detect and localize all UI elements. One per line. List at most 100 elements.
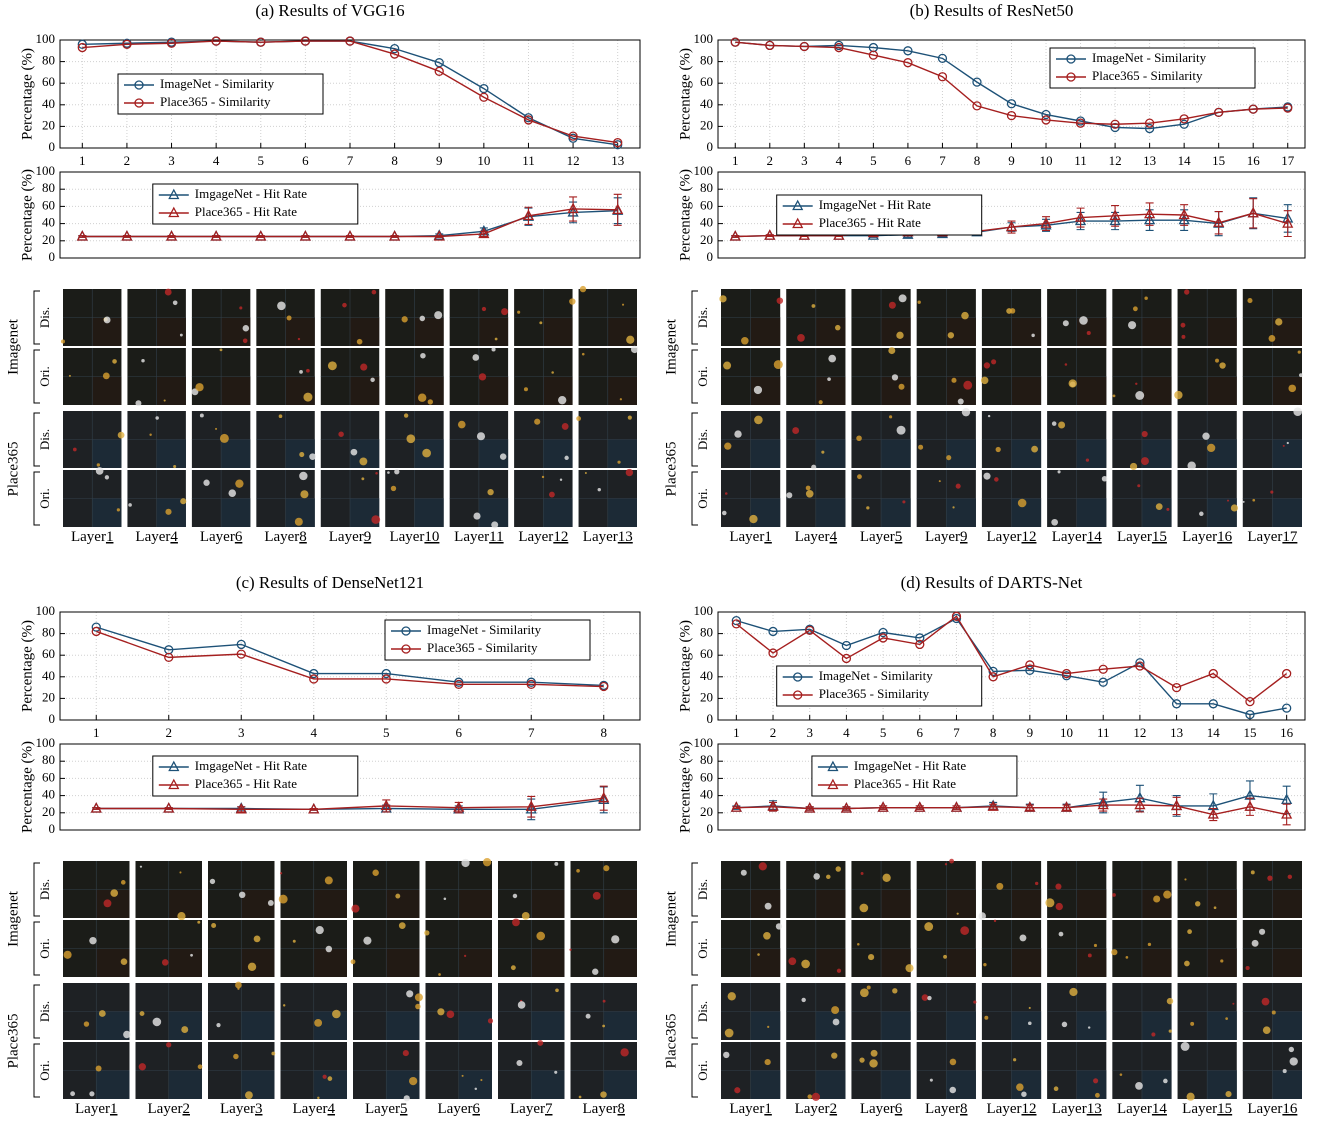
thumbnail-blob [1141,430,1148,438]
thumbnail-blob [947,332,955,339]
marker [77,42,87,53]
marker [1144,207,1156,219]
thumbnail-blob [491,521,499,529]
marker [479,92,489,102]
marker [827,778,839,790]
thumbnail-split [1112,1042,1172,1099]
marker [1144,123,1155,134]
legend-label: Place365 - Similarity [1092,68,1203,83]
thumbnail-blob [1293,407,1303,416]
y-tick-label: 60 [700,646,713,661]
thumbnail-split [256,289,315,346]
thumbnail-blob [1031,445,1038,453]
y-tick-label: 100 [694,163,714,178]
thumbnail-split [981,1042,1042,1099]
thumbnail-quad [881,439,911,468]
thumbnail-blob [826,874,831,880]
y-tick-label: 20 [42,804,55,819]
thumbnail-blob [478,373,487,381]
layer-label: Layer1 [71,529,113,545]
group-label: Place365 [663,1014,679,1069]
y-tick-label: 80 [42,625,55,640]
marker [841,640,852,651]
layer-label: Layer6 [860,1101,903,1117]
thumbnail-split [570,920,637,977]
layer-label: Layer15 [1182,1101,1232,1117]
thumbnail-quad [156,376,186,405]
marker [168,760,180,772]
marker [1005,220,1018,232]
thumbnail-blob [627,415,632,420]
marker [1178,208,1190,220]
thumbnail-blob [1230,504,1238,512]
y-tick-label: 100 [694,31,714,46]
series-line [96,626,604,687]
thumbnail-blob [165,508,172,515]
error-bar [1283,210,1292,238]
thumbnail-blob [991,359,997,365]
marker [168,188,180,200]
thumbnail-quad [946,948,976,977]
thumbnail-blob [350,448,358,456]
marker [1134,798,1146,810]
marker [164,652,174,663]
thumbnail-split [981,411,1042,468]
thumbnail-blob [576,416,582,421]
thumbnail-blob [446,1010,455,1019]
thumbnail-split [63,348,122,405]
thumbnail-blob [1144,296,1148,300]
y-tick-label: 0 [49,249,56,264]
thumbnail-blob [1163,890,1172,899]
marker [434,66,444,76]
thumbnail-blob [271,1051,276,1056]
layer-label: Layer8 [264,529,306,545]
thumbnail-blob [801,959,810,969]
thumbnail-blob [603,865,610,872]
plot-frame [717,611,1306,721]
marker [389,49,400,59]
thumbnail-blob [1261,997,1270,1006]
thumbnail-blob [888,347,896,355]
marker [122,39,132,49]
legend-label: ImgageNet - Hit Rate [854,758,966,773]
thumbnail-blob [219,433,229,443]
thumbnail-blob [1166,997,1174,1005]
thumbnail-quad [350,317,380,346]
thumbnail-quad [815,889,846,918]
thumbnail-quad [1272,889,1302,918]
marker [1098,677,1108,687]
marker [389,230,401,241]
thumbnail-blob [625,468,634,477]
thumbnail-blob [1021,1091,1027,1097]
thumbnail-split [786,920,846,977]
thumbnail-split [1242,348,1302,405]
thumbnail-blob [722,510,727,516]
error-bar [1062,804,1071,811]
thumbnail-quad [1141,948,1172,977]
series-line [96,630,604,688]
thumbnail-blob [1045,898,1055,908]
thumbnail-blob [724,1028,734,1038]
error-bar [915,805,924,810]
thumbnail-quad [1011,1011,1042,1040]
thumbnail-blob [63,950,72,959]
legend-box [1049,47,1256,89]
thumbnail-blob [164,288,172,296]
thumbnail-blob [857,474,862,480]
thumbnail-blob [602,999,606,1003]
marker [878,633,888,643]
thumbnail-blob [539,321,543,325]
thumbnail-quad [1076,498,1107,527]
thumbnail-split [1177,920,1237,977]
thumbnail-blob [361,477,365,481]
thumbnail-blob [1180,1042,1190,1051]
x-tick-label: 4 [213,153,220,168]
thumbnail-split [721,348,781,405]
thumbnail-blob [72,447,77,452]
thumbnail-quad [1272,1011,1302,1040]
row-label: Dis. [695,307,710,328]
thumbnail-split [851,289,911,346]
thumbnail-blob [797,334,805,342]
thumbnail-quad [750,439,781,468]
thumbnail-blob [1166,507,1170,511]
